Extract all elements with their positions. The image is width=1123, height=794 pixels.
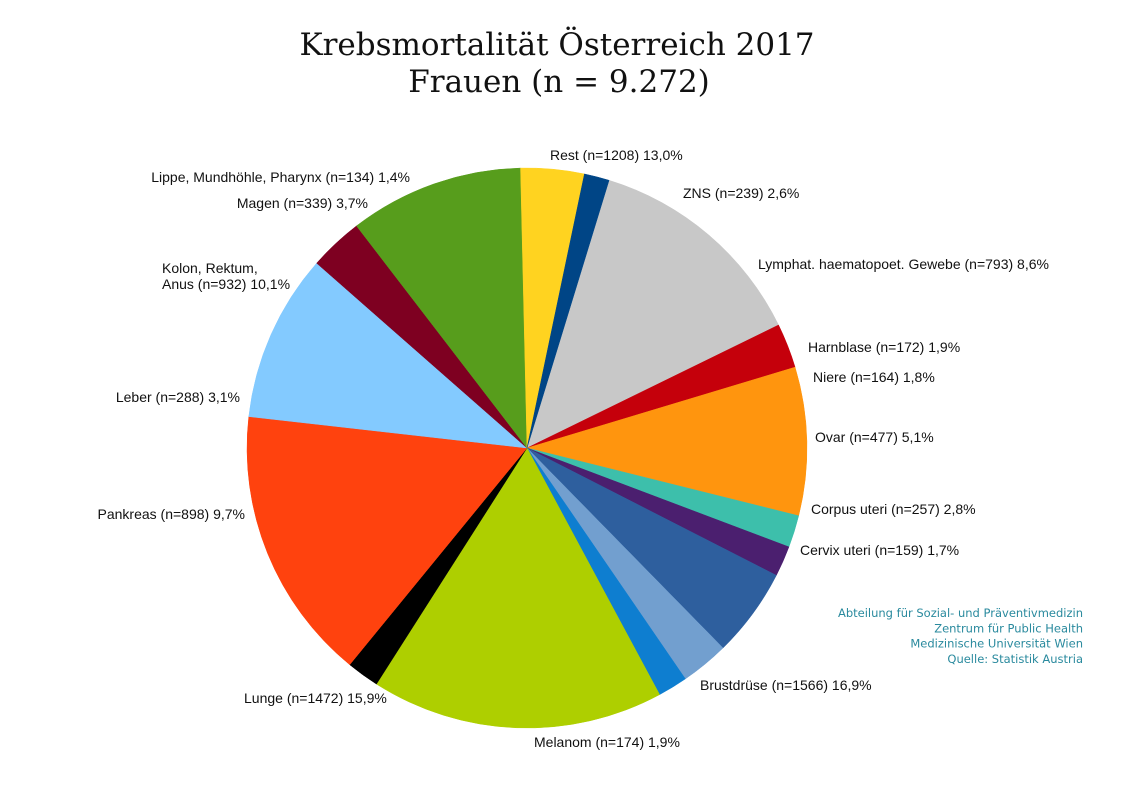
slice-label-leber: Leber (n=288) 3,1% [116, 389, 240, 405]
slice-label-magen: Magen (n=339) 3,7% [237, 195, 368, 211]
pie-slice-lymphat-haematopoet-gewebe [526, 366, 808, 517]
pie-slice-kolon-rektum-anus [356, 167, 528, 449]
source-line: Quelle: Statistik Austria [947, 652, 1083, 666]
chart-title: Krebsmortalität Österreich 2017 [299, 25, 814, 63]
pie-slice-lippe-mundhöhle-pharynx [526, 173, 610, 449]
pie-slice-pankreas [248, 262, 528, 449]
source-line: Zentrum für Public Health [934, 621, 1083, 635]
slice-label-harnblase: Harnblase (n=172) 1,9% [808, 339, 960, 355]
slice-label-niere: Niere (n=164) 1,8% [813, 369, 935, 385]
slice-labels: Rest (n=1208) 13,0% ZNS (n=239) 2,6% Lymph… [98, 147, 1049, 750]
slice-label-zns: ZNS (n=239) 2,6% [683, 185, 799, 201]
slice-label-cervix-uteri: Cervix uteri (n=159) 1,7% [800, 542, 959, 558]
source-line: Abteilung für Sozial- und Präventivmediz… [838, 606, 1083, 620]
slice-label-melanom: Melanom (n=174) 1,9% [534, 734, 680, 750]
slice-label-brustdrüse: Brustdrüse (n=1566) 16,9% [700, 677, 872, 693]
pie-slice-brustdrüse [376, 447, 660, 729]
slice-label-ovar: Ovar (n=477) 5,1% [815, 429, 934, 445]
source-line: Medizinische Universität Wien [910, 637, 1083, 651]
slice-label-corpus-uteri: Corpus uteri (n=257) 2,8% [811, 501, 976, 517]
slice-label-lunge: Lunge (n=1472) 15,9% [244, 690, 387, 706]
slice-label-lippe-mundhöhle-pharynx: Lippe, Mundhöhle, Pharynx (n=134) 1,4% [151, 169, 410, 185]
slice-label-lymphat-haematopoet-gewebe: Lymphat. haematopoet. Gewebe (n=793) 8,6… [758, 256, 1049, 272]
slice-label-pankreas: Pankreas (n=898) 9,7% [98, 506, 245, 522]
slice-label-rest: Rest (n=1208) 13,0% [550, 147, 683, 163]
pie-slices [246, 167, 808, 729]
chart-subtitle: Frauen (n = 9.272) [408, 64, 710, 100]
slice-label-kolon-rektum-anus: Kolon, Rektum, Anus (n=932) 10,1% [162, 260, 290, 292]
source-attribution: Abteilung für Sozial- und Präventivmediz… [838, 606, 1083, 666]
pie-slice-lunge [246, 416, 528, 666]
pie-slice-rest [526, 179, 779, 449]
